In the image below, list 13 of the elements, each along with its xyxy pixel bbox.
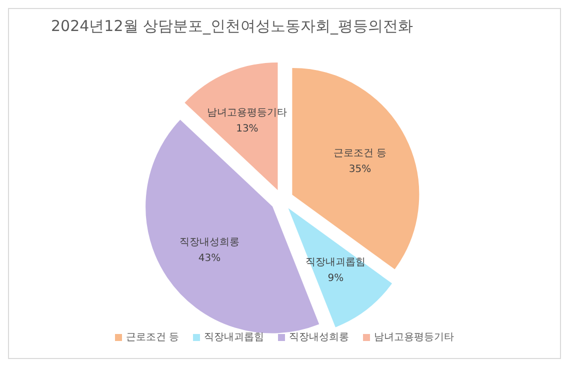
slice-label: 직장내성희롱 [180,237,240,248]
legend-label: 직장내성희롱 [288,331,350,344]
data-label: 35% [348,164,372,176]
slice-label: 직장내괴롭힘 [306,257,366,268]
legend-label: 근로조건 등 [124,331,180,344]
slice-label: 근로조건 등 [333,148,387,160]
slice-label: 남녀고용평등기타 [207,108,288,119]
data-label: 9% [328,273,344,284]
legend-label: 남녀고용평등기타 [373,331,454,344]
legend-label: 직장내괴롭힘 [203,331,264,344]
data-label: 13% [236,124,258,135]
data-label: 43% [198,253,221,264]
chart-title: 2024년12월 상담분포_인천여성노동자회_평등의전화 [51,17,414,36]
